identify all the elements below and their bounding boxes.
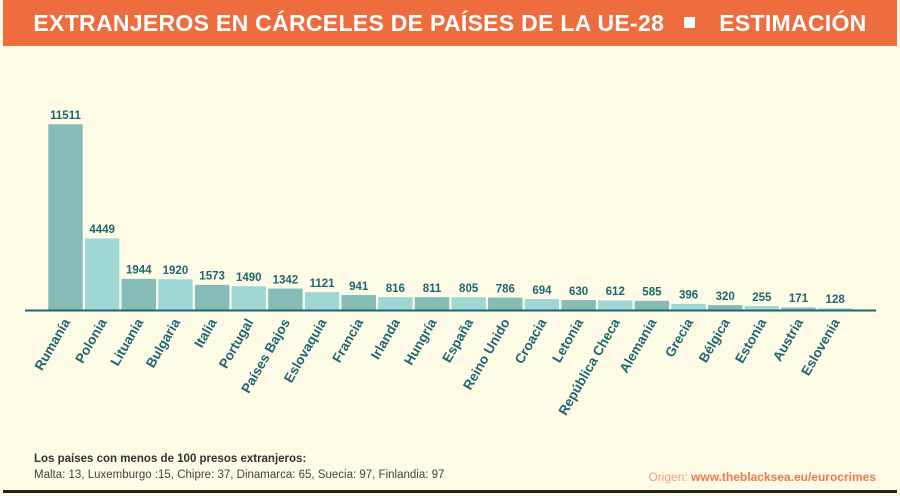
category-label: Alemania	[616, 316, 659, 376]
source-url[interactable]: www.theblacksea.eu/eurocrimes	[691, 470, 876, 484]
source-credit: Origen: www.theblacksea.eu/eurocrimes	[648, 470, 876, 484]
bar-value-label: 612	[606, 286, 625, 298]
category-label: Letonia	[549, 316, 586, 365]
category-label: Lituania	[108, 316, 147, 369]
category-label: Francia	[329, 316, 366, 366]
bar	[304, 291, 340, 311]
chart-subtitle: ESTIMACIÓN	[719, 9, 867, 36]
bar-value-label: 786	[496, 283, 515, 295]
category-label: Croacia	[512, 316, 550, 367]
footnote-text: Malta: 13, Luxemburgo :15, Chipre: 37, D…	[34, 469, 445, 481]
category-label: Rumanía	[32, 316, 74, 373]
bar-value-label: 816	[386, 283, 405, 295]
bar-value-label: 941	[349, 281, 369, 293]
bar-value-label: 1944	[126, 265, 152, 277]
bar-value-label: 11511	[50, 110, 81, 122]
bar	[707, 304, 743, 311]
bar-value-label: 1121	[310, 278, 336, 290]
category-label: Italia	[191, 316, 220, 351]
bar	[194, 284, 230, 311]
bar	[414, 296, 450, 311]
bar	[487, 297, 524, 311]
category-label: Portugal	[216, 316, 256, 371]
bar-value-label: 805	[459, 283, 479, 295]
separator-square-icon	[684, 16, 696, 28]
bar	[121, 278, 157, 311]
source-label: Origen:	[648, 470, 692, 484]
category-label: Bulgaria	[143, 316, 183, 371]
bottom-rule	[3, 490, 897, 493]
bar-value-label: 811	[423, 283, 442, 295]
footnote: Los países con menos de 100 presos extra…	[34, 451, 444, 483]
bar	[231, 285, 267, 311]
bar	[377, 296, 414, 311]
bar	[744, 305, 780, 311]
bar-value-label: 171	[789, 293, 809, 305]
category-label: Hungría	[401, 316, 440, 368]
bar-value-label: 396	[679, 290, 698, 302]
bar	[84, 237, 120, 311]
bar-value-label: 1490	[236, 272, 262, 284]
chart-header: EXTRANJEROS EN CÁRCELES DE PAÍSES DE LA …	[3, 0, 897, 46]
bar	[450, 296, 487, 311]
category-label: Estonia	[732, 316, 770, 366]
bar-value-label: 694	[532, 285, 552, 297]
bar-value-label: 255	[752, 292, 772, 304]
category-label: Grecia	[662, 316, 696, 360]
bar-value-label: 4449	[89, 224, 115, 236]
bar	[267, 288, 304, 311]
bar	[157, 278, 194, 311]
bar-value-label: 1920	[163, 265, 189, 277]
bar-value-label: 585	[642, 287, 662, 299]
bar	[597, 299, 633, 311]
bar	[560, 299, 597, 311]
bar-value-label: 630	[569, 286, 588, 298]
bar-chart: 11511 Rumanía 4449 Polonia 1944 Lituania 1920 B…	[25, 110, 876, 418]
bar-value-label: 1342	[273, 274, 299, 286]
category-label: Bélgica	[696, 316, 733, 366]
bar	[340, 294, 377, 311]
category-label: Polonia	[72, 316, 110, 366]
category-label: España	[439, 316, 476, 366]
bar	[47, 123, 84, 311]
bar-value-label: 320	[716, 291, 735, 303]
bar	[670, 303, 707, 311]
footnote-title: Los países con menos de 100 presos extra…	[34, 453, 307, 465]
bar-value-label: 1573	[199, 271, 225, 283]
category-label: Austria	[770, 316, 806, 364]
bar	[524, 298, 560, 311]
bar-value-label: 128	[826, 294, 846, 306]
bar	[634, 300, 670, 311]
category-label: Irlanda	[368, 316, 403, 362]
chart-title: EXTRANJEROS EN CÁRCELES DE PAÍSES DE LA …	[33, 9, 665, 36]
